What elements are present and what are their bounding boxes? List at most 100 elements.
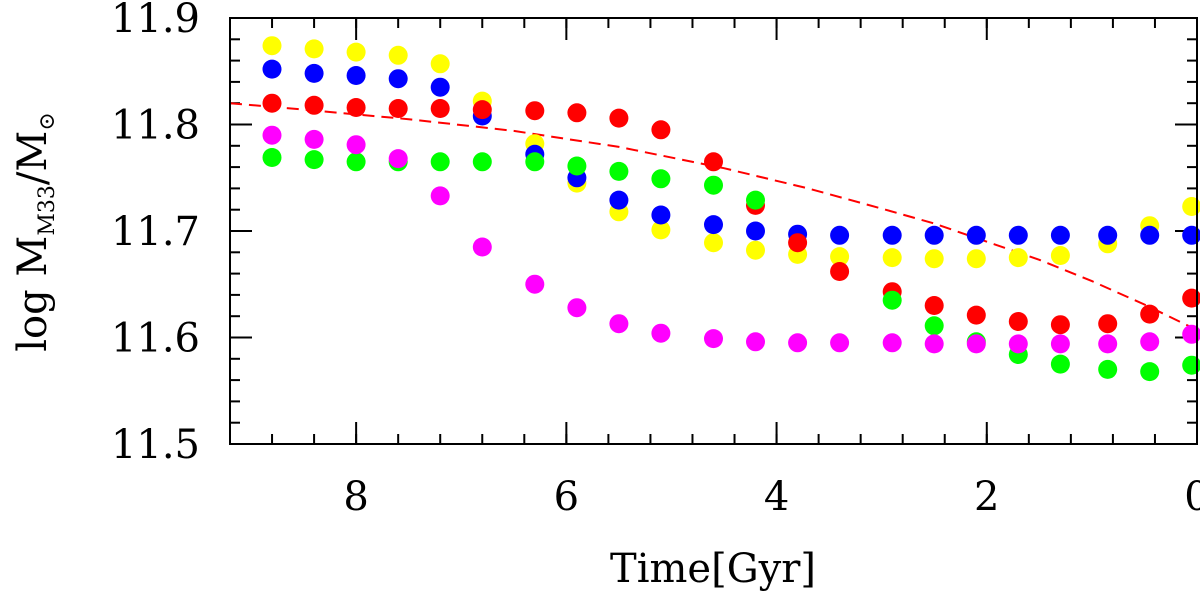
- data-point-red: [567, 103, 587, 123]
- data-point-blue: [430, 77, 450, 97]
- data-point-yellow: [746, 240, 765, 260]
- data-point-green: [262, 148, 282, 167]
- data-point-yellow: [830, 247, 850, 267]
- data-point-green: [704, 175, 723, 195]
- data-point-green: [1098, 359, 1118, 379]
- data-point-magenta: [1098, 334, 1118, 354]
- data-point-yellow: [304, 39, 324, 59]
- data-point-magenta: [525, 274, 545, 294]
- data-point-magenta: [346, 135, 366, 155]
- y-axis-title-subscript: M33: [35, 185, 60, 236]
- x-tick-label: 8: [343, 474, 368, 520]
- data-point-magenta: [609, 314, 629, 334]
- data-point-magenta: [430, 186, 450, 206]
- data-point-red: [1140, 304, 1160, 324]
- data-point-magenta: [788, 333, 808, 353]
- data-point-blue: [1182, 225, 1200, 245]
- data-point-green: [1050, 354, 1070, 374]
- points-layer: [262, 36, 1200, 382]
- y-tick-label: 11.9: [111, 0, 200, 42]
- data-point-magenta: [472, 237, 492, 257]
- data-point-yellow: [966, 249, 986, 269]
- data-point-green: [609, 161, 629, 181]
- y-axis-title-tail: /M: [10, 131, 56, 185]
- data-point-yellow: [704, 233, 723, 253]
- data-point-yellow: [1182, 197, 1200, 216]
- data-point-yellow: [430, 54, 450, 74]
- data-point-green: [924, 316, 944, 336]
- data-point-red: [388, 99, 408, 118]
- data-point-blue: [609, 190, 629, 210]
- data-point-red: [609, 108, 629, 128]
- data-point-red: [1008, 312, 1028, 331]
- data-point-yellow: [1050, 246, 1070, 265]
- data-point-magenta: [651, 323, 671, 343]
- data-point-green: [651, 169, 671, 189]
- data-point-yellow: [924, 249, 944, 269]
- data-point-blue: [304, 63, 324, 83]
- data-point-magenta: [388, 149, 408, 169]
- data-point-magenta: [882, 333, 902, 353]
- data-point-green: [304, 150, 324, 170]
- data-point-blue: [346, 66, 366, 85]
- data-point-yellow: [882, 248, 902, 268]
- data-point-blue: [966, 225, 986, 245]
- data-point-blue: [830, 225, 850, 245]
- data-point-blue: [651, 205, 671, 225]
- y-tick-label: 11.5: [111, 422, 200, 468]
- data-point-magenta: [1140, 332, 1160, 352]
- data-point-green: [472, 152, 492, 172]
- data-point-magenta: [1182, 324, 1200, 344]
- data-point-green: [1182, 355, 1200, 375]
- data-point-green: [346, 152, 366, 172]
- data-point-red: [304, 95, 324, 115]
- data-point-blue: [704, 215, 723, 235]
- data-point-red: [924, 296, 944, 315]
- data-point-red: [966, 305, 986, 325]
- data-point-blue: [388, 69, 408, 89]
- data-point-red: [788, 233, 808, 253]
- data-point-blue: [1098, 225, 1118, 245]
- data-point-magenta: [966, 334, 986, 354]
- data-point-magenta: [1008, 334, 1028, 354]
- data-point-red: [1050, 315, 1070, 335]
- data-point-red: [830, 262, 850, 281]
- data-point-red: [525, 101, 545, 121]
- data-point-yellow: [262, 36, 282, 56]
- data-point-red: [704, 152, 723, 172]
- data-point-blue: [1050, 225, 1070, 245]
- data-point-green: [567, 156, 587, 176]
- data-point-blue: [262, 59, 282, 79]
- data-point-yellow: [1008, 248, 1028, 268]
- data-point-yellow: [388, 45, 408, 65]
- y-axis-title-sun-symbol: ⊙: [35, 112, 60, 130]
- data-point-red: [1182, 288, 1200, 308]
- plot-frame: [229, 17, 1198, 445]
- data-point-red: [1098, 314, 1118, 334]
- data-point-blue: [882, 225, 902, 245]
- data-point-red: [472, 100, 492, 120]
- data-point-green: [1140, 362, 1160, 382]
- data-point-blue: [1008, 225, 1028, 245]
- x-tick-label: 6: [554, 474, 579, 520]
- y-axis-title: log MM33/M⊙: [10, 112, 60, 352]
- dashed-line-layer: [229, 102, 1198, 331]
- x-axis-title: Time[Gyr]: [610, 546, 816, 592]
- dashed-model-line: [229, 102, 1198, 331]
- data-point-green: [525, 152, 545, 172]
- data-point-blue: [746, 221, 765, 241]
- data-point-magenta: [1050, 334, 1070, 354]
- data-point-magenta: [704, 329, 723, 349]
- data-point-green: [746, 190, 765, 210]
- data-point-red: [262, 93, 282, 113]
- data-point-green: [430, 152, 450, 172]
- data-point-magenta: [567, 298, 587, 318]
- data-point-blue: [1140, 225, 1160, 245]
- x-tick-label: 0: [1184, 474, 1200, 520]
- data-point-magenta: [924, 334, 944, 354]
- data-point-magenta: [746, 332, 765, 352]
- y-tick-label: 11.6: [111, 316, 200, 362]
- x-tick-label: 2: [974, 474, 999, 520]
- data-point-magenta: [304, 129, 324, 149]
